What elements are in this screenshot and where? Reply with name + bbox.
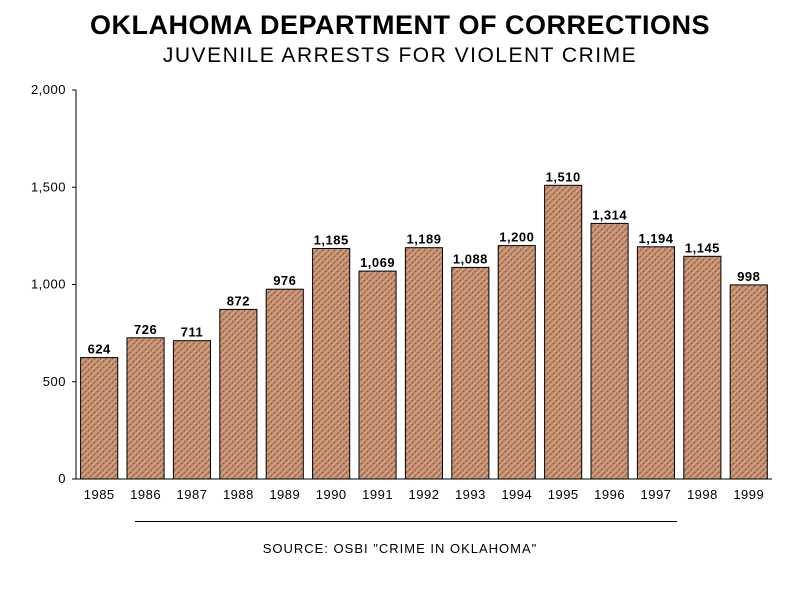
x-tick-label-1995: 1995: [548, 487, 579, 502]
x-tick-label-1987: 1987: [177, 487, 208, 502]
bar-1991: [358, 270, 397, 480]
footer-divider: [135, 521, 677, 522]
x-tick-label-1986: 1986: [130, 487, 161, 502]
chart-title: OKLAHOMA DEPARTMENT OF CORRECTIONS: [90, 10, 710, 40]
x-tick-label-1993: 1993: [455, 487, 486, 502]
bar-1986: [126, 337, 165, 480]
value-label-1985: 624: [88, 342, 111, 357]
bar-1992: [404, 247, 443, 480]
x-tick-label-1990: 1990: [316, 487, 347, 502]
x-tick-label-1998: 1998: [687, 487, 718, 502]
bar-1993: [451, 266, 490, 480]
bar-1990: [312, 248, 351, 480]
x-tick-label-1989: 1989: [269, 487, 300, 502]
value-label-1994: 1,200: [499, 230, 534, 245]
y-tick-label-0: 0: [58, 471, 66, 486]
bar-1999: [729, 284, 768, 480]
value-label-1998: 1,145: [685, 240, 720, 255]
y-tick-label-1000: 1,000: [31, 277, 66, 292]
value-label-1995: 1,510: [546, 169, 581, 184]
value-label-1988: 872: [227, 293, 250, 308]
x-tick-label-1988: 1988: [223, 487, 254, 502]
bar-1988: [219, 308, 258, 480]
bar-1994: [497, 245, 536, 480]
bar-1998: [683, 255, 722, 480]
chart-subtitle: JUVENILE ARRESTS FOR VIOLENT CRIME: [162, 44, 638, 67]
value-label-1993: 1,088: [453, 251, 488, 266]
x-tick-label-1994: 1994: [501, 487, 532, 502]
x-tick-label-1991: 1991: [362, 487, 393, 502]
value-label-1991: 1,069: [360, 255, 395, 270]
x-tick-label-1999: 1999: [733, 487, 764, 502]
y-tick-label-500: 500: [43, 374, 66, 389]
bar-1996: [590, 222, 629, 480]
y-tick-label-1500: 1,500: [31, 179, 66, 194]
value-label-1996: 1,314: [592, 207, 627, 222]
value-label-1999: 998: [737, 269, 760, 284]
value-label-1989: 976: [273, 273, 296, 288]
value-label-1987: 711: [181, 325, 203, 340]
bar-1987: [172, 340, 211, 480]
value-label-1992: 1,189: [406, 232, 441, 247]
bar-1985: [80, 357, 119, 480]
value-label-1986: 726: [134, 322, 157, 337]
bar-1995: [544, 184, 583, 480]
value-label-1990: 1,185: [314, 233, 349, 248]
bar-1997: [636, 246, 676, 480]
x-tick-label-1997: 1997: [641, 487, 672, 502]
y-tick-label-2000: 2,000: [31, 82, 66, 97]
x-tick-label-1985: 1985: [84, 487, 115, 502]
value-label-1997: 1,194: [638, 231, 673, 246]
x-tick-label-1992: 1992: [409, 487, 440, 502]
source-note: SOURCE: OSBI "CRIME IN OKLAHOMA": [262, 541, 538, 556]
bar-1989: [265, 288, 304, 480]
x-tick-label-1996: 1996: [594, 487, 625, 502]
